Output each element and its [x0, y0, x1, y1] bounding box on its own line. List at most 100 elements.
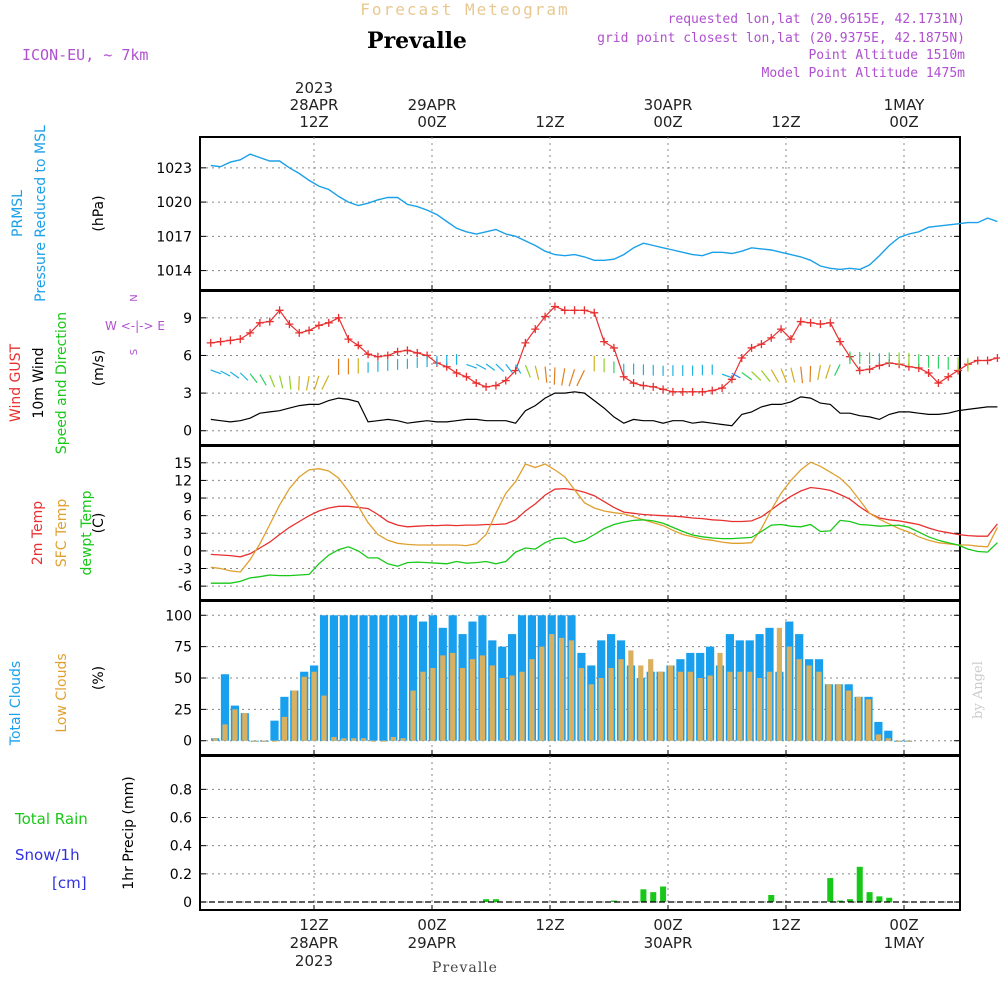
gust-marker: [668, 387, 677, 396]
temp-2m-line: [210, 486, 998, 558]
low-cloud-bar: [737, 671, 743, 741]
gust-marker: [501, 376, 510, 385]
y-tick-label: 6: [183, 348, 192, 364]
low-cloud-bar: [252, 740, 258, 742]
low-cloud-bar: [697, 678, 703, 741]
wind-direction-arrow: [515, 364, 522, 374]
wind-direction-arrow: [553, 367, 556, 385]
bottom-hour-label: 12Z: [771, 916, 800, 934]
dewpt-line: [210, 519, 998, 584]
y-tick-label: 0.6: [170, 811, 192, 827]
low-cloud-bar: [370, 740, 377, 742]
wind-direction-arrow: [576, 370, 585, 387]
low-cloud-bar: [469, 659, 476, 741]
rain-bar: [610, 900, 617, 902]
low-cloud-bar: [618, 659, 624, 741]
panel-clouds: 0 25 50 75 100 (%) Total Clouds Low Clouds: [8, 600, 961, 756]
wind-direction-arrow: [239, 372, 249, 381]
panel-wind: 0 3 6 9 (m/s) Wind GUST 10m Wind Speed and Dire…: [8, 290, 1000, 454]
wind-line: [210, 391, 998, 427]
gust-marker: [265, 317, 274, 326]
low-cloud-bar: [232, 709, 238, 741]
gust-marker: [206, 338, 215, 347]
rain-bar: [492, 899, 499, 902]
snow-unit-label: [cm]: [52, 874, 87, 892]
gust-marker: [629, 379, 638, 388]
gust-marker: [747, 343, 756, 352]
low-cloud-bar: [598, 678, 604, 741]
temp-2m-label: 2m Temp: [30, 501, 46, 565]
wind-direction-arrow: [249, 373, 258, 384]
gust-marker: [816, 320, 825, 329]
wind-direction-arrow: [259, 374, 267, 386]
y-tick-label: 3: [183, 386, 192, 402]
total-cloud-bar: [874, 721, 883, 741]
panel-frame: [199, 290, 961, 446]
gust-marker: [777, 325, 786, 334]
top-hour-label: 00Z: [417, 113, 446, 131]
low-cloud-bar: [559, 637, 565, 741]
compass-axis: W <-|-> E: [105, 319, 165, 333]
y-tick-label: 15: [174, 456, 192, 472]
bottom-date-label: 1MAY: [884, 934, 926, 952]
sfc-temp-label: SFC Temp: [54, 499, 70, 568]
low-cloud-bar: [717, 652, 723, 741]
gust-marker: [531, 325, 540, 334]
gust-marker: [786, 335, 795, 344]
wind-direction-arrow: [279, 375, 284, 389]
low-cloud-bar: [380, 740, 386, 742]
bottom-hour-label: 00Z: [653, 916, 682, 934]
gust-marker: [590, 308, 599, 317]
pressure-label-short: PRMSL: [10, 190, 26, 237]
gust-marker: [305, 326, 314, 335]
low-cloud-bar: [628, 650, 634, 741]
low-cloud-bar: [410, 690, 416, 741]
y-tick-label: 0.8: [170, 782, 192, 798]
gust-marker: [413, 348, 422, 357]
low-cloud-bar: [262, 740, 268, 742]
rain-bar: [827, 878, 834, 902]
gust-marker: [855, 366, 864, 375]
requested-coords: requested lon,lat (20.9615E, 42.1731N): [668, 12, 965, 27]
low-cloud-bar: [727, 671, 733, 741]
top-hour-label: 12Z: [771, 113, 800, 131]
wind-direction-arrow: [230, 371, 240, 379]
wind-direction-arrow: [485, 363, 496, 371]
wind-direction-arrow: [780, 368, 788, 383]
total-clouds-label: Total Clouds: [8, 661, 24, 746]
wind-direction-arrow: [220, 370, 231, 377]
wind-direction-arrow: [505, 363, 513, 374]
wind-direction-arrow: [790, 367, 796, 383]
gust-label: Wind GUST: [8, 343, 24, 422]
direction-label: Speed and Direction: [54, 312, 70, 454]
top-year-label: 2023: [295, 79, 333, 97]
wind-label: 10m Wind: [31, 347, 47, 418]
y-tick-label: 0.2: [170, 867, 192, 883]
low-cloud-bar: [321, 695, 327, 741]
gust-marker: [403, 346, 412, 355]
wind-direction-arrow: [800, 366, 804, 384]
total-cloud-bar: [349, 615, 358, 741]
total-cloud-bar: [884, 730, 893, 741]
top-date-label: 29APR: [408, 96, 457, 114]
total-cloud-bar: [379, 615, 388, 741]
low-cloud-bar: [588, 684, 594, 741]
gust-marker: [246, 328, 255, 337]
low-cloud-bar: [578, 667, 584, 741]
bottom-hour-label: 12Z: [535, 916, 564, 934]
low-cloud-bar: [895, 740, 901, 742]
gust-marker: [216, 337, 225, 346]
low-cloud-bar: [460, 667, 466, 741]
y-axis-unit: (m/s): [91, 350, 107, 387]
gust-marker: [472, 379, 481, 388]
rain-bar: [483, 899, 490, 902]
y-axis-unit: (hPa): [91, 195, 107, 231]
low-cloud-bar: [846, 690, 852, 741]
low-cloud-bar: [222, 724, 228, 741]
compass-north: N: [129, 294, 140, 301]
panel-precip: 0 0.2 0.4 0.6 0.8 Total Rain Snow/1h [cm] 1hr Pr…: [14, 755, 961, 911]
gust-marker: [993, 353, 1000, 362]
low-cloud-bar: [400, 738, 406, 741]
gust-marker: [344, 335, 353, 344]
